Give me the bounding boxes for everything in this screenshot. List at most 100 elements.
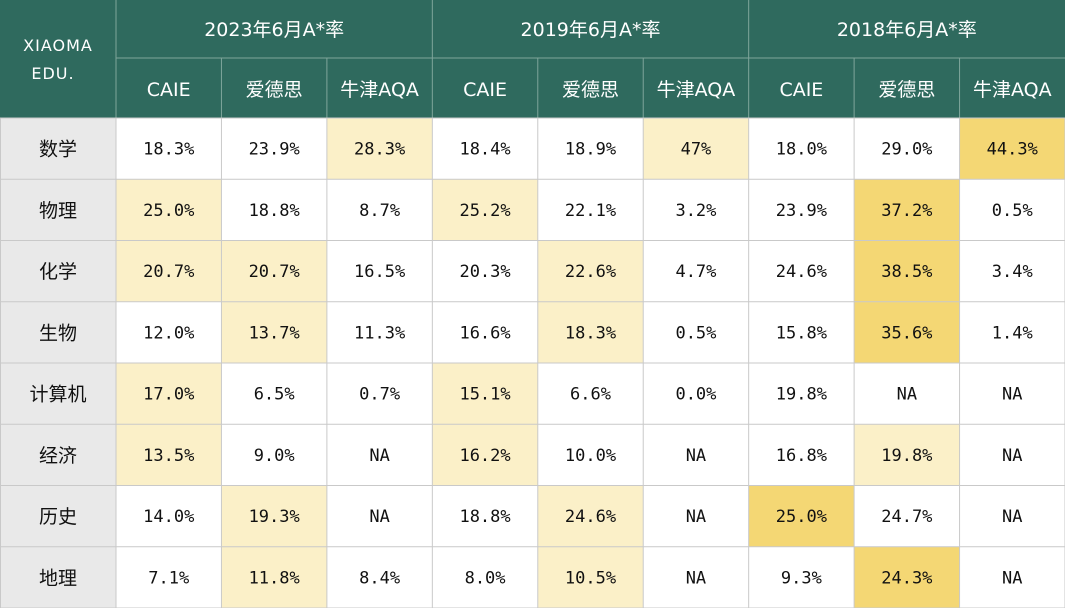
cell-value: 25.2% (459, 201, 510, 221)
cell-value: 44.3% (987, 140, 1038, 160)
table-cell (432, 424, 538, 486)
table-cell (326, 546, 433, 608)
table-cell (854, 179, 960, 241)
cell-value: 22.1% (565, 201, 616, 221)
cell-value: 8.4% (359, 568, 400, 588)
table-cell (537, 485, 644, 547)
subheader-0-2: 牛津AQA (340, 79, 419, 101)
table-cell (748, 240, 855, 302)
row-label-cell (0, 363, 116, 425)
table-cell (116, 118, 222, 180)
table-cell (643, 363, 749, 425)
cell-value: 0.0% (675, 385, 716, 405)
table-cell (748, 424, 855, 486)
table-cell (854, 485, 960, 547)
cell-value: 20.3% (459, 262, 510, 282)
table-cell (326, 301, 433, 363)
table-cell (748, 363, 855, 425)
table-cell (221, 301, 327, 363)
table-cell (748, 485, 855, 547)
table-cell (221, 485, 327, 547)
cell-value: 20.7% (143, 262, 194, 282)
table-cell (643, 301, 749, 363)
cell-value: 23.9% (249, 140, 300, 160)
table-cell (748, 179, 855, 241)
table-cell (221, 118, 327, 180)
cell-value: 8.7% (359, 201, 400, 221)
table-cell (116, 240, 222, 302)
cell-value: 22.6% (565, 262, 616, 282)
row-label: 物理 (39, 200, 77, 222)
table-cell (432, 240, 538, 302)
subheader-1-0: CAIE (463, 79, 507, 101)
table-cell (432, 179, 538, 241)
brand-line-2: EDU. (31, 64, 74, 83)
table-cell (326, 424, 433, 486)
table-cell (326, 485, 433, 547)
row-label: 地理 (39, 567, 77, 589)
table-cell (959, 301, 1065, 363)
subheader-1-1: 爱德思 (562, 79, 619, 101)
cell-value: 6.6% (570, 385, 611, 405)
table-cell (643, 546, 749, 608)
table-cell (537, 179, 644, 241)
cell-value: 15.8% (776, 323, 827, 343)
cell-value: 18.4% (459, 140, 510, 160)
cell-value: 10.0% (565, 446, 616, 466)
table-cell (221, 424, 327, 486)
subheader-0-1: 爱德思 (246, 79, 303, 101)
table-cell (432, 301, 538, 363)
table-cell (537, 424, 644, 486)
table-cell (432, 118, 538, 180)
cell-value: 18.9% (565, 140, 616, 160)
cell-value: 19.8% (776, 385, 827, 405)
cell-value: 9.3% (781, 568, 822, 588)
table-cell (959, 240, 1065, 302)
table-cell (643, 118, 749, 180)
table-cell (643, 485, 749, 547)
row-label-cell (0, 546, 116, 608)
brand-line-1: XIAOMA (23, 36, 93, 55)
row-label: 生物 (39, 322, 77, 344)
cell-value: 11.3% (354, 323, 405, 343)
cell-value: 47% (681, 140, 712, 160)
cell-value: 12.0% (143, 323, 194, 343)
cell-value: NA (686, 568, 706, 588)
table-cell (748, 546, 855, 608)
row-label: 经济 (39, 445, 77, 467)
cell-value: NA (686, 446, 706, 466)
subheader-2-1: 爱德思 (878, 79, 935, 101)
table-cell (748, 118, 855, 180)
cell-value: 16.5% (354, 262, 405, 282)
cell-value: 24.7% (881, 507, 932, 527)
table-cell (116, 363, 222, 425)
cell-value: 0.5% (992, 201, 1033, 221)
cell-value: 8.0% (465, 568, 506, 588)
cell-value: 16.8% (776, 446, 827, 466)
row-label: 计算机 (29, 384, 86, 406)
cell-value: 13.7% (249, 323, 300, 343)
cell-value: 38.5% (881, 262, 932, 282)
cell-value: 0.5% (675, 323, 716, 343)
cell-value: 18.3% (143, 140, 194, 160)
cell-value: NA (369, 446, 389, 466)
cell-value: 18.8% (459, 507, 510, 527)
cell-value: 19.8% (881, 446, 932, 466)
subheader-2-2: 牛津AQA (973, 79, 1052, 101)
table-cell (537, 546, 644, 608)
cell-value: NA (1002, 446, 1022, 466)
group-header-1: 2019年6月A*率 (521, 19, 661, 41)
cell-value: 3.2% (675, 201, 716, 221)
cell-value: 15.1% (459, 385, 510, 405)
table-cell (537, 301, 644, 363)
cell-value: 9.0% (254, 446, 295, 466)
cell-value: 24.6% (776, 262, 827, 282)
table-cell (959, 546, 1065, 608)
table-cell (854, 546, 960, 608)
table-cell (643, 424, 749, 486)
table-cell (326, 118, 433, 180)
row-label: 历史 (39, 506, 77, 528)
cell-value: 25.0% (776, 507, 827, 527)
table-cell (326, 240, 433, 302)
table-cell (854, 301, 960, 363)
